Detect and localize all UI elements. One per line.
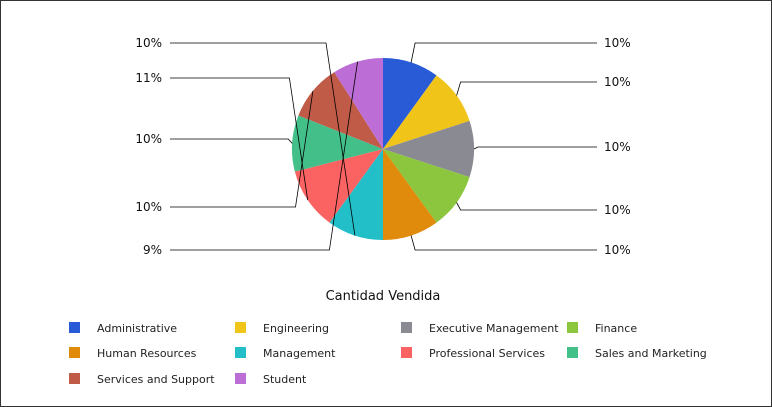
legend-label: Professional Services <box>429 347 545 360</box>
legend-label: Executive Management <box>429 322 559 335</box>
leader-line <box>456 202 597 211</box>
legend-label: Administrative <box>97 322 177 335</box>
leader-line <box>170 61 358 251</box>
leader-line <box>170 77 309 201</box>
legend-item: Professional Services <box>401 347 545 360</box>
pie-slice-finance <box>383 149 470 223</box>
pie-slice-executive-management <box>383 120 475 178</box>
percent-label: 9% <box>143 243 162 257</box>
legend-item: Engineering <box>235 322 329 335</box>
percent-label: 10% <box>135 132 162 146</box>
leader-line <box>473 146 597 150</box>
legend-item: Management <box>235 347 336 360</box>
legend-swatch <box>235 322 246 333</box>
legend-item: Student <box>235 373 307 386</box>
legend-item: Human Resources <box>69 347 197 360</box>
percent-label: 10% <box>604 75 631 89</box>
legend-swatch <box>567 347 578 358</box>
legend-swatch <box>235 373 246 384</box>
legend-label: Management <box>263 347 336 360</box>
legend-swatch <box>567 322 578 333</box>
leader-line <box>456 81 597 96</box>
legend-label: Human Resources <box>97 347 197 360</box>
legend-label: Sales and Marketing <box>595 347 707 360</box>
legend-swatch <box>401 322 412 333</box>
leader-line <box>170 90 314 208</box>
percent-label: 11% <box>135 71 162 85</box>
legend-label: Finance <box>595 322 637 335</box>
pie-slice-services-and-support <box>298 72 383 149</box>
legend-swatch <box>235 347 246 358</box>
pie-slice-human-resources <box>383 149 437 240</box>
legend-swatch <box>69 347 80 358</box>
legend-label: Student <box>263 373 307 386</box>
pie-slice-administrative <box>383 58 437 149</box>
percent-label: 10% <box>135 36 162 50</box>
pie-slice-engineering <box>383 75 470 149</box>
legend-swatch <box>69 373 80 384</box>
legend-item: Sales and Marketing <box>567 347 707 360</box>
legend-item: Finance <box>567 322 637 335</box>
chart-title: Cantidad Vendida <box>326 289 441 304</box>
leader-line <box>170 138 293 144</box>
legend-swatch <box>69 322 80 333</box>
percent-label: 10% <box>135 200 162 214</box>
pie-slice-sales-and-marketing <box>292 115 383 172</box>
legend: Administrative Engineering Executive Manag… <box>69 322 707 386</box>
percent-label: 10% <box>604 36 631 50</box>
pie-slice-management <box>329 149 383 240</box>
legend-item: Executive Management <box>401 322 559 335</box>
leader-lines <box>170 42 597 251</box>
leader-line <box>410 42 597 63</box>
legend-swatch <box>401 347 412 358</box>
legend-item: Administrative <box>69 322 177 335</box>
percent-label: 10% <box>604 140 631 154</box>
legend-item: Services and Support <box>69 373 215 386</box>
leader-line <box>170 42 356 236</box>
percent-labels: 10% 10% 10% 10% 10% 10% 11% 10% 10% 9% <box>135 36 630 257</box>
percent-label: 10% <box>604 203 631 217</box>
pie-slice-student <box>334 58 383 149</box>
legend-label: Services and Support <box>97 373 215 386</box>
leader-line <box>410 235 597 251</box>
pie-slices <box>292 58 475 240</box>
legend-label: Engineering <box>263 322 329 335</box>
percent-label: 10% <box>604 243 631 257</box>
